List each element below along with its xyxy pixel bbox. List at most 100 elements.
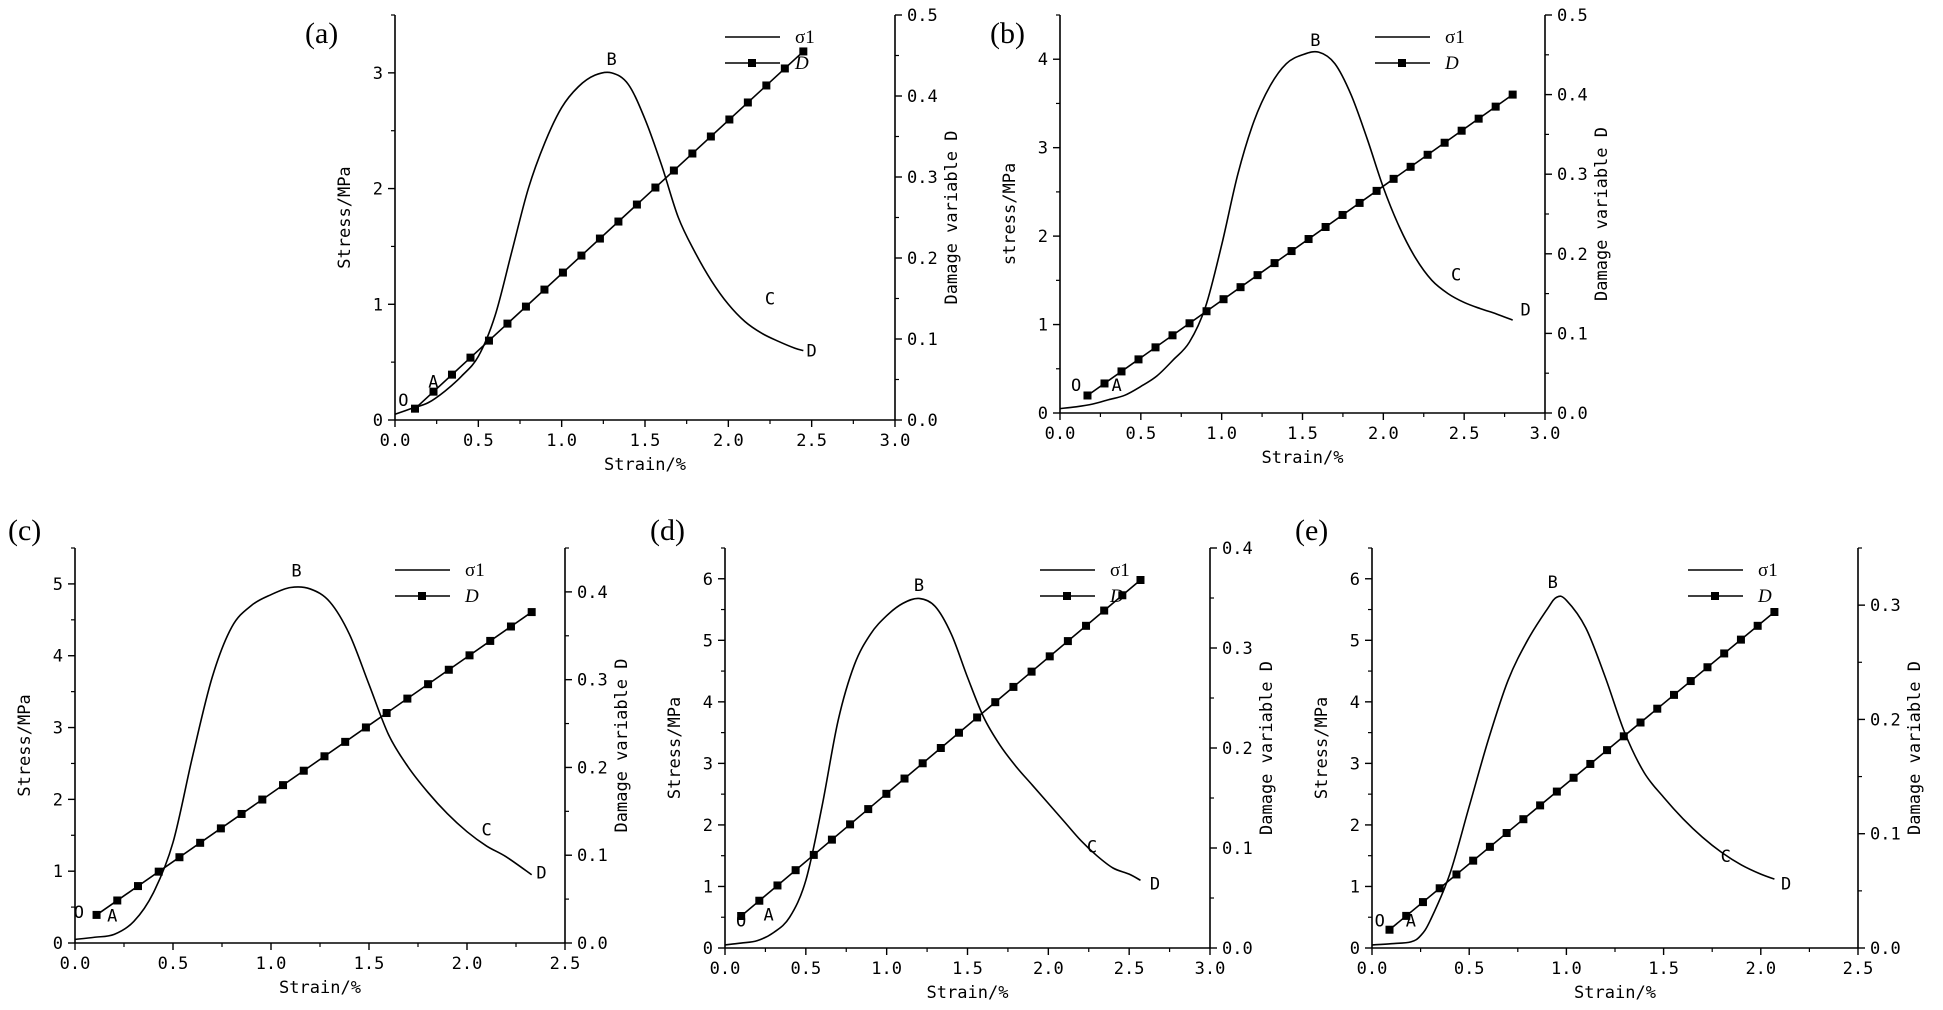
x-tick-label: 0.0	[1357, 959, 1388, 979]
y2-tick-label: 0.1	[1870, 825, 1901, 845]
legend-damage-marker	[418, 592, 426, 600]
damage-marker	[846, 820, 855, 829]
damage-marker	[1304, 235, 1313, 244]
stress-curve	[74, 586, 533, 941]
damage-marker	[1117, 367, 1126, 376]
damage-marker	[737, 912, 746, 920]
y2-axis-title: Damage variable D	[1592, 127, 1612, 301]
damage-marker	[1485, 842, 1494, 851]
y-axis-title: stress/MPa	[1000, 163, 1020, 265]
stress-curve	[394, 71, 804, 415]
panel-label: (a)	[305, 17, 338, 50]
x-axis-title: Strain/%	[1262, 448, 1344, 468]
damage-marker	[1168, 331, 1177, 340]
damage-marker	[632, 200, 641, 209]
x-axis-title: Strain/%	[1574, 983, 1656, 1003]
y-axis-title: Stress/MPa	[15, 694, 35, 796]
y2-tick-label: 0.0	[1870, 939, 1901, 959]
chart-panel-d: (d) 0.0 0.5 1.0 1.5 2.0 2.5 3.0 0 1 2 3 4 5 6 0.0 0.1 0.2…	[650, 514, 1277, 1003]
damage-marker	[1063, 637, 1072, 646]
y-tick-label: 3	[1038, 139, 1048, 159]
y2-tick-label: 0.5	[1557, 6, 1588, 26]
point-label-b: B	[1548, 573, 1558, 593]
damage-marker	[92, 910, 101, 919]
damage-marker	[1669, 690, 1678, 699]
x-tick-label: 1.0	[871, 959, 902, 979]
x-tick-label: 2.0	[1368, 424, 1399, 444]
damage-marker	[882, 789, 891, 798]
damage-marker	[403, 694, 412, 703]
x-axis-title: Strain/%	[927, 983, 1009, 1003]
damage-marker	[991, 698, 1000, 707]
damage-marker	[424, 680, 433, 689]
legend-damage-marker	[748, 59, 756, 67]
y2-tick-label: 0.2	[1222, 739, 1253, 759]
y-tick-label: 3	[373, 64, 383, 84]
damage-marker	[773, 881, 782, 890]
y-tick-label: 3	[53, 719, 63, 739]
point-label-b: B	[291, 562, 301, 582]
damage-marker	[506, 622, 515, 631]
legend-stress-label: σ1	[1110, 560, 1130, 581]
x-tick-label: 2.5	[1114, 959, 1145, 979]
y-tick-label: 2	[1038, 227, 1048, 247]
damage-marker	[1720, 649, 1729, 658]
y2-tick-label: 0.5	[907, 6, 938, 26]
x-tick-label: 0.0	[1045, 424, 1076, 444]
x-tick-label: 2.0	[452, 954, 483, 974]
x-tick-label: 1.5	[1287, 424, 1318, 444]
point-label-a: A	[764, 905, 774, 925]
panel-label: (e)	[1295, 514, 1328, 547]
y2-axis-title: Damage variable D	[942, 131, 962, 305]
damage-marker	[1603, 746, 1612, 755]
damage-marker	[1753, 621, 1762, 630]
stress-curve	[724, 597, 1141, 946]
y-tick-label: 4	[1350, 693, 1360, 713]
damage-marker	[1338, 210, 1347, 219]
damage-marker	[258, 795, 267, 804]
point-label-c: C	[1721, 847, 1731, 867]
damage-marker	[521, 302, 530, 311]
damage-marker	[1406, 162, 1415, 171]
y2-axis-title: Damage variable D	[612, 659, 632, 833]
legend-damage-marker	[1063, 592, 1071, 600]
damage-marker	[900, 774, 909, 783]
y2-tick-label: 0.4	[1557, 86, 1588, 106]
damage-marker	[486, 636, 495, 645]
damage-marker	[1151, 343, 1160, 352]
point-label-o: O	[1375, 911, 1385, 931]
y2-tick-label: 0.0	[1557, 404, 1588, 424]
legend-stress-label: σ1	[1445, 27, 1465, 48]
y2-tick-label: 0.0	[1222, 939, 1253, 959]
x-tick-label: 1.0	[546, 431, 577, 451]
damage-marker	[1082, 621, 1091, 630]
damage-marker	[382, 709, 391, 718]
y-tick-label: 5	[53, 575, 63, 595]
damage-marker	[1185, 319, 1194, 328]
damage-marker	[1287, 247, 1296, 256]
point-label-c: C	[481, 820, 491, 840]
damage-marker	[216, 824, 225, 833]
point-label-o: O	[398, 391, 408, 411]
y-tick-label: 1	[373, 295, 383, 315]
point-label-o: O	[1071, 376, 1081, 396]
point-label-c: C	[1087, 838, 1097, 858]
damage-marker	[279, 781, 288, 790]
damage-marker	[725, 115, 734, 124]
damage-marker	[827, 835, 836, 844]
y2-tick-label: 0.1	[1557, 324, 1588, 344]
x-tick-label: 0.5	[1454, 959, 1485, 979]
y-tick-label: 0	[373, 411, 383, 431]
damage-marker	[918, 759, 927, 768]
x-tick-label: 2.0	[1033, 959, 1064, 979]
y2-tick-label: 0.0	[907, 411, 938, 431]
y-tick-label: 2	[703, 816, 713, 836]
y-tick-label: 4	[53, 647, 63, 667]
damage-marker	[1045, 652, 1054, 661]
y-tick-label: 6	[703, 570, 713, 590]
point-label-d: D	[1520, 301, 1530, 321]
damage-marker	[1027, 667, 1036, 676]
point-label-c: C	[765, 289, 775, 309]
damage-marker	[651, 183, 660, 192]
damage-marker	[1389, 174, 1398, 183]
